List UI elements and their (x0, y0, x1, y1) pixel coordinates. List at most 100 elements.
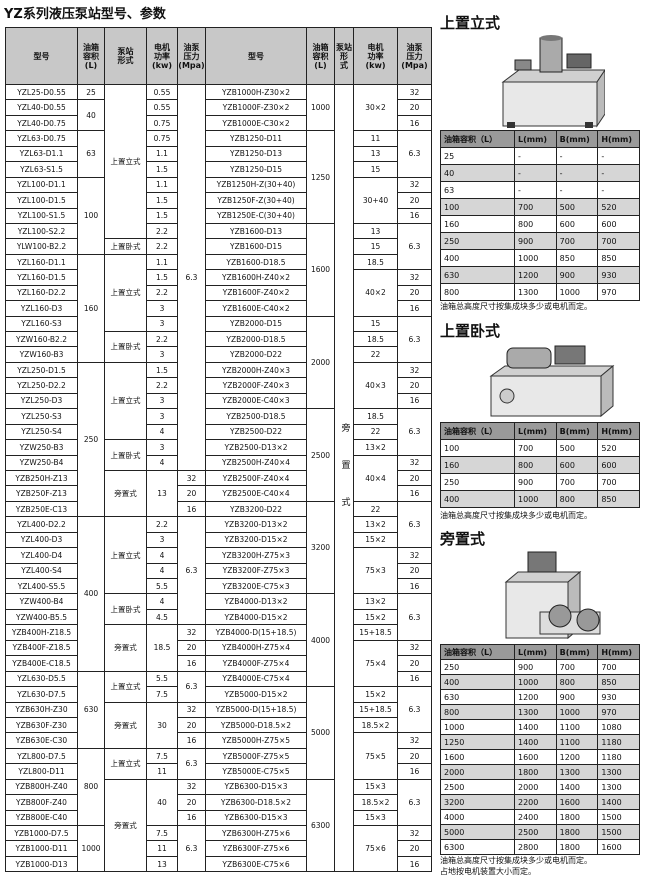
table-row: 400 1000 850 850 (440, 249, 640, 267)
table-row: YZB400E-C18.5 16 YZB4000F-Z75×4 20 (5, 655, 432, 672)
table-cell: 1.1 (146, 145, 178, 163)
table-cell: 1600 (306, 222, 335, 317)
table-cell: 11 (146, 763, 178, 780)
table-cell: 1080 (597, 719, 640, 735)
table-cell: 15 (353, 315, 398, 333)
header-row: 油箱容积（L） L(mm) B(mm) H(mm) (440, 130, 640, 148)
table-cell: 900 (514, 473, 557, 491)
table-row: YZW160-B3 3 YZB2000-D22 22 (5, 346, 432, 363)
table-cell: 旁置式 (104, 469, 147, 518)
table-cell: YZB2500F-Z40×4 (205, 469, 307, 487)
table-cell: 2.2 (146, 377, 178, 394)
table-cell: 0.55 (146, 83, 178, 101)
table-cell: YZW160-B2.2 (5, 330, 78, 348)
table-cell: 4000 (440, 809, 515, 825)
table-cell: 850 (597, 249, 640, 267)
table-cell: YZB1250E-C(30+40) (205, 207, 307, 224)
table-cell: 7.5 (146, 747, 178, 765)
column-header: 油箱 容积 (L) (306, 27, 335, 85)
table-cell: 20 (397, 840, 432, 857)
side-title: 上置卧式 (440, 322, 501, 340)
table-row: YZB630E-C30 16 YZB5000H-Z75×5 75×5 32 (5, 732, 432, 780)
table-cell: YZL160-S3 (5, 315, 78, 333)
table-row: YZL160-D2.2 2.2 YZB1600F-Z40×2 20 (5, 284, 432, 302)
table-cell: 32 (397, 732, 432, 749)
note: 占地按电机装置大小而定。 (440, 867, 536, 876)
table-cell: 1300 (597, 764, 640, 780)
side-title: 旁置式 (440, 530, 486, 548)
table-cell: YZB6300H-Z75×6 (205, 824, 307, 842)
table-cell: 1.5 (146, 361, 178, 379)
table-cell: 520 (597, 439, 640, 457)
table-cell: 3 (146, 408, 178, 425)
table-row: YZL250-D3 3 YZB2000E-C40×3 16 (5, 392, 432, 410)
table-cell: 15 (353, 161, 398, 178)
table-cell: 16 (397, 392, 432, 410)
table-row: 800 1300 1000 970 (440, 704, 640, 720)
table-cell: 1000 (514, 490, 557, 508)
table-cell: 4.5 (146, 608, 178, 626)
table-row: YZL630-D7.5 7.5 YZB5000-D15×2 5000 15×2 6.3 (5, 686, 432, 780)
table-cell: 0.75 (146, 114, 178, 132)
note: 油箱总高度尺寸按集成块多少或电机而定。 (440, 302, 592, 311)
table-cell: 1250 (306, 130, 335, 224)
table-cell: YZB2000H-Z40×3 (205, 361, 307, 379)
table-cell: YZL250-D1.5 (5, 361, 78, 379)
table-cell: YZB5000H-Z75×5 (205, 732, 307, 749)
table-cell: YZB5000-D18.5×2 (205, 716, 307, 734)
column-header: 泵站 形式 (104, 27, 147, 85)
table-cell: 1.5 (146, 269, 178, 286)
table-cell: YZB6300-D18.5×2 (205, 794, 307, 811)
table-cell: YZB1600E-C40×2 (205, 300, 307, 317)
table-cell: 1600 (597, 839, 640, 855)
table-cell: 20 (397, 99, 432, 116)
table-cell: 上置立式 (104, 516, 147, 595)
table-cell: 1500 (597, 809, 640, 825)
table-cell: YZL100-D1.5 (5, 192, 78, 209)
table-row: YZL100-D1.1 100 1.1 YZB1250H-Z(30+40) 30+40 3… (5, 176, 432, 255)
table-cell: 13×2 (353, 439, 398, 456)
table-cell: 600 (597, 456, 640, 474)
table-cell: 3 (146, 392, 178, 410)
table-row: 63- - - (440, 181, 640, 199)
table-cell: YZL40-D0.55 (5, 99, 78, 116)
table-cell: YZB2500-D13×2 (205, 439, 307, 456)
table-cell: 75×3 (353, 547, 398, 595)
table-cell: YZW250-B3 (5, 439, 78, 456)
header-row: 油箱容积（L） L(mm) B(mm) H(mm) (440, 644, 640, 660)
table-cell: 6.3 (397, 500, 432, 549)
table-cell: 上置立式 (104, 747, 147, 780)
table-cell: YZW160-B3 (5, 346, 78, 363)
table-row: YZL100-D1.5 1.5 YZB1250F-Z(30+40) 20 (5, 192, 432, 209)
table-row: 800 1300 1000 970 (440, 283, 640, 301)
table-cell: 800 (555, 490, 599, 508)
table-cell: YZL160-D1.1 (5, 253, 78, 271)
table-cell: 700 (514, 198, 557, 216)
table-cell: 32 (397, 361, 432, 379)
table-cell: YZW250-B4 (5, 454, 78, 471)
table-cell: 1300 (597, 779, 640, 795)
table-row: YLW100-B2.2 上置卧式 2.2 YZB1600-D15 15 (5, 238, 432, 255)
table-cell: 0.55 (146, 99, 178, 116)
table-row: 100 700 500 520 (440, 439, 640, 457)
table-cell: 上置卧式 (104, 439, 147, 471)
table-row: YZB800F-Z40 20 YZB6300-D18.5×2 18.5×2 (5, 794, 432, 811)
table-cell: 上置卧式 (104, 593, 147, 626)
table-cell: 800 (514, 215, 557, 233)
table-cell: 970 (597, 704, 640, 720)
table-row: 4000 2400 1800 1500 (440, 809, 640, 825)
table-cell: 160 (440, 215, 515, 233)
table-cell: YZB250F-Z13 (5, 485, 78, 502)
table-cell: 630 (440, 689, 515, 705)
table-cell: 13×2 (353, 516, 398, 533)
table-row: 400 1000 800 850 (440, 490, 640, 508)
table-row: YZL400-D4 4 YZB3200H-Z75×3 75×3 32 (5, 547, 432, 595)
table-cell: 7.5 (146, 824, 178, 842)
table-cell: YZB630F-Z30 (5, 716, 78, 734)
table-cell: 700 (555, 232, 599, 250)
table-cell: YZB5000-D15×2 (205, 686, 307, 703)
table-cell: 25 (440, 147, 515, 165)
table-cell: 1200 (555, 749, 599, 765)
table-cell: 20 (177, 485, 206, 502)
table-cell: YZB400E-C18.5 (5, 655, 78, 672)
